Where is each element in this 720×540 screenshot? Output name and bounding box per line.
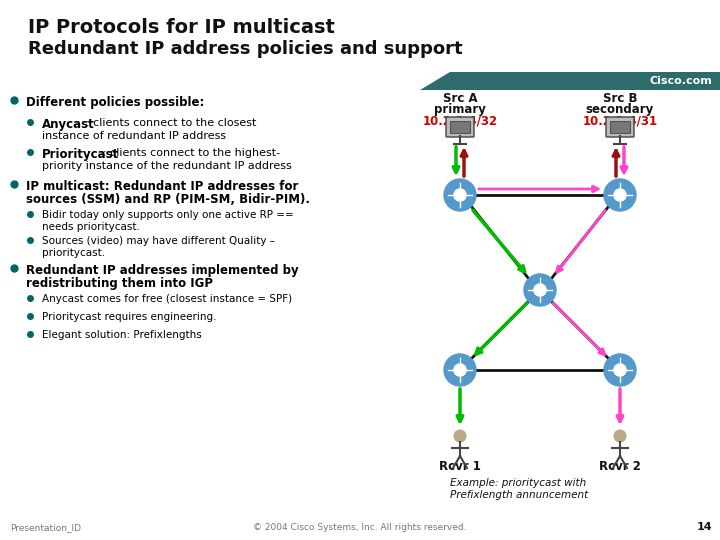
Text: needs prioritycast.: needs prioritycast. xyxy=(42,222,140,232)
Text: : clients connect to the highest-: : clients connect to the highest- xyxy=(103,148,280,158)
Circle shape xyxy=(454,430,466,442)
Text: Src B: Src B xyxy=(603,92,637,105)
Text: Anycast: Anycast xyxy=(42,118,95,131)
Text: sources (SSM) and RP (PIM-SM, Bidir-PIM).: sources (SSM) and RP (PIM-SM, Bidir-PIM)… xyxy=(26,193,310,206)
Circle shape xyxy=(454,364,466,376)
Circle shape xyxy=(614,430,626,442)
Text: Different policies possible:: Different policies possible: xyxy=(26,96,204,109)
Bar xyxy=(450,121,470,133)
Circle shape xyxy=(524,274,556,306)
Text: Bidir today only supports only one active RP ==: Bidir today only supports only one activ… xyxy=(42,210,294,220)
Circle shape xyxy=(534,284,546,296)
Text: 10.2.3.4/31: 10.2.3.4/31 xyxy=(582,114,657,127)
Text: redistributing them into IGP: redistributing them into IGP xyxy=(26,277,213,290)
Text: © 2004 Cisco Systems, Inc. All rights reserved.: © 2004 Cisco Systems, Inc. All rights re… xyxy=(253,523,467,532)
Circle shape xyxy=(604,179,636,211)
Text: Rcvr 2: Rcvr 2 xyxy=(599,460,641,473)
Text: IP Protocols for IP multicast: IP Protocols for IP multicast xyxy=(28,18,335,37)
Circle shape xyxy=(614,364,626,376)
Text: priority instance of the redundant IP address: priority instance of the redundant IP ad… xyxy=(42,161,292,171)
Text: secondary: secondary xyxy=(586,103,654,116)
Polygon shape xyxy=(420,72,720,90)
Text: Elegant solution: Prefixlengths: Elegant solution: Prefixlengths xyxy=(42,330,202,340)
Text: Redundant IP addresses implemented by: Redundant IP addresses implemented by xyxy=(26,264,299,277)
Text: Rcvr 1: Rcvr 1 xyxy=(439,460,481,473)
Text: IP multicast: Redundant IP addresses for: IP multicast: Redundant IP addresses for xyxy=(26,180,298,193)
Circle shape xyxy=(614,189,626,201)
Text: Prioritycast: Prioritycast xyxy=(42,148,120,161)
Circle shape xyxy=(454,189,466,201)
Text: Presentation_ID: Presentation_ID xyxy=(10,523,81,532)
FancyBboxPatch shape xyxy=(606,117,634,137)
Text: primary: primary xyxy=(434,103,486,116)
Circle shape xyxy=(604,354,636,386)
Text: 14: 14 xyxy=(696,522,712,532)
Text: Cisco.com: Cisco.com xyxy=(649,76,712,86)
Bar xyxy=(610,121,630,133)
Text: 10.2.3.4/32: 10.2.3.4/32 xyxy=(423,114,498,127)
Text: : clients connect to the closest: : clients connect to the closest xyxy=(86,118,256,128)
Circle shape xyxy=(444,179,476,211)
Text: Example: prioritycast with
Prefixlength annuncement: Example: prioritycast with Prefixlength … xyxy=(450,478,588,500)
Circle shape xyxy=(444,354,476,386)
Text: Anycast comes for free (closest instance = SPF): Anycast comes for free (closest instance… xyxy=(42,294,292,304)
Text: Sources (video) may have different Quality –: Sources (video) may have different Quali… xyxy=(42,236,275,246)
FancyBboxPatch shape xyxy=(446,117,474,137)
Text: Prioritycast requires engineering.: Prioritycast requires engineering. xyxy=(42,312,217,322)
Text: Redundant IP address policies and support: Redundant IP address policies and suppor… xyxy=(28,40,463,58)
Text: instance of redundant IP address: instance of redundant IP address xyxy=(42,131,226,141)
Text: Src A: Src A xyxy=(443,92,477,105)
Text: prioritycast.: prioritycast. xyxy=(42,248,105,258)
